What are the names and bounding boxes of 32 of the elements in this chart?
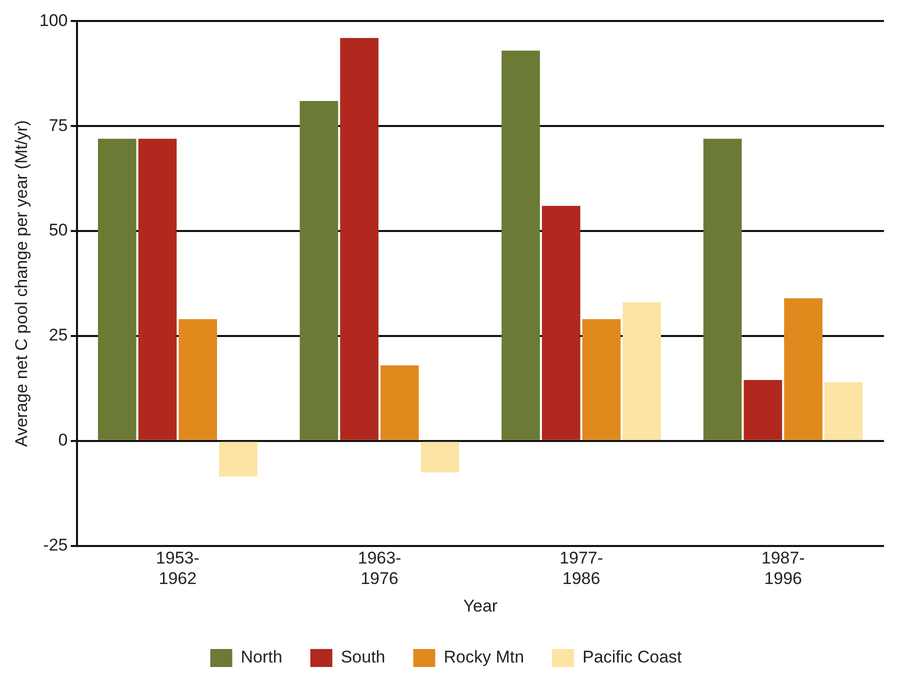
x-axis-title: Year <box>463 596 498 616</box>
bar <box>502 50 540 440</box>
bar <box>703 138 742 440</box>
legend-label: Rocky Mtn <box>444 648 524 667</box>
bar <box>219 442 258 477</box>
bar <box>380 365 419 440</box>
legend-label: Pacific Coast <box>582 648 682 667</box>
y-tick-label: 75 <box>48 116 68 135</box>
y-tick-label: 0 <box>58 430 68 450</box>
bar <box>744 380 782 440</box>
bar <box>178 319 218 440</box>
bar <box>784 298 822 440</box>
y-tick-label: 100 <box>39 10 68 30</box>
bar <box>582 319 621 440</box>
x-tick-label: 1987-1996 <box>761 548 805 588</box>
x-tick-label: 1977-1986 <box>560 548 604 588</box>
bar <box>138 138 177 440</box>
x-tick-label: 1953-1962 <box>156 548 200 588</box>
legend-label: North <box>240 648 282 667</box>
x-tick-label: 1963-1976 <box>358 548 402 588</box>
y-tick-label: -25 <box>43 535 68 554</box>
bar <box>824 382 863 440</box>
bar <box>420 442 460 472</box>
legend-label: South <box>340 648 386 667</box>
y-tick-label: 25 <box>48 326 68 345</box>
bar <box>622 302 661 440</box>
bar <box>300 100 338 440</box>
bar <box>98 138 136 440</box>
y-tick-label: 50 <box>48 220 68 240</box>
y-axis-title: Average net C pool change per year (Mt/yr) <box>12 120 31 447</box>
bar <box>340 38 378 440</box>
bar <box>542 206 580 440</box>
